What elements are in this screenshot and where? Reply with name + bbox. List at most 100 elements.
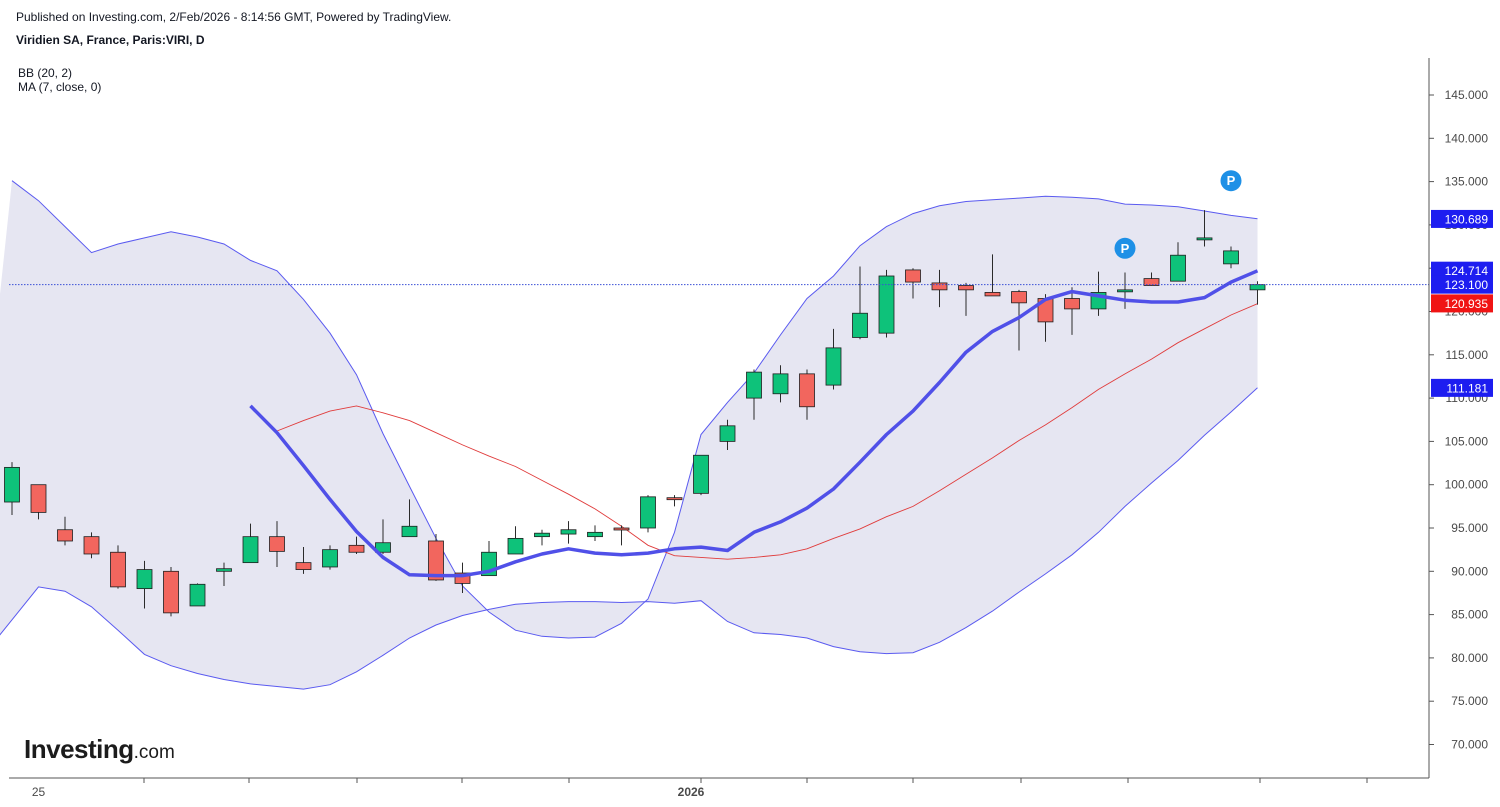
candle — [772, 365, 789, 403]
candle — [110, 545, 126, 589]
candle-body — [878, 275, 895, 334]
candle — [163, 566, 179, 617]
y-tick-label: 80.000 — [1451, 651, 1488, 665]
candle-body — [640, 496, 656, 529]
candle — [216, 562, 232, 587]
candle-body — [1196, 237, 1213, 241]
candle-body — [322, 549, 338, 568]
y-tick-label: 95.000 — [1451, 521, 1488, 535]
candle — [666, 495, 683, 507]
indicator-lines — [9, 269, 1429, 578]
price-tag-label: 124.714 — [1445, 264, 1489, 278]
candle-body — [163, 570, 179, 614]
candle — [375, 519, 391, 554]
marker-label: P — [1227, 173, 1236, 188]
candle-body — [931, 282, 948, 291]
candle — [640, 495, 656, 533]
candle-body — [507, 537, 524, 555]
candle — [1143, 272, 1160, 286]
marker-label: P — [1121, 241, 1130, 256]
marker-circle — [1114, 237, 1136, 259]
candle — [348, 536, 365, 554]
candle — [852, 266, 868, 340]
price-tag-label: 123.100 — [1445, 278, 1489, 292]
candle — [454, 562, 471, 593]
candle-body — [799, 373, 815, 408]
candle — [242, 523, 259, 564]
candle-body — [375, 542, 391, 553]
candle-body — [136, 569, 153, 590]
candles — [4, 210, 1266, 617]
candle — [295, 547, 312, 574]
candle-body — [984, 292, 1001, 297]
bollinger-lower-line — [0, 387, 1258, 690]
candle-body — [560, 529, 577, 535]
price-tag: 120.935 — [1431, 294, 1493, 313]
bollinger-upper-line — [11, 180, 1258, 639]
candle-body — [905, 269, 921, 283]
indicator-bollinger-label[interactable]: BB (20, 2) — [18, 66, 73, 80]
candle-body — [958, 285, 974, 291]
candle-body — [534, 532, 550, 538]
candle-body — [189, 583, 206, 607]
x-tick-label: 25 — [32, 785, 46, 799]
candle-body — [772, 373, 789, 395]
candle — [560, 521, 577, 544]
candle-body — [666, 497, 683, 501]
y-tick-label: 85.000 — [1451, 608, 1488, 622]
moving-average-line — [249, 269, 1259, 578]
candle-body — [110, 551, 126, 588]
price-tag-label: 120.935 — [1445, 297, 1489, 311]
candle — [4, 462, 20, 516]
candle — [136, 560, 153, 609]
event-markers: PP — [1114, 170, 1242, 259]
indicator-moving-average-label[interactable]: MA (7, close, 0) — [18, 80, 102, 94]
price-tag: 124.714 — [1431, 261, 1493, 280]
candle-body — [295, 562, 312, 570]
candle-body — [428, 540, 444, 581]
price-tag-box — [1431, 294, 1493, 313]
candle — [905, 268, 921, 299]
price-tag: 111.181 — [1431, 378, 1493, 397]
candle — [534, 529, 550, 546]
candle-body — [454, 572, 471, 584]
candle-body — [269, 536, 285, 552]
candle — [1196, 210, 1213, 247]
candle — [746, 369, 762, 420]
candle — [878, 269, 895, 338]
y-tick-label: 135.000 — [1445, 175, 1489, 189]
candle — [1011, 289, 1027, 351]
y-tick-label: 75.000 — [1451, 694, 1488, 708]
candle-body — [587, 531, 603, 538]
y-tick-label: 140.000 — [1445, 131, 1489, 145]
candle-body — [852, 312, 868, 338]
candle — [693, 454, 709, 496]
candle — [269, 521, 285, 567]
candle-body — [1011, 291, 1027, 304]
marker-p-icon: P — [1220, 170, 1242, 192]
candle-body — [719, 425, 736, 442]
candle — [1117, 272, 1133, 309]
price-tag-box — [1431, 261, 1493, 280]
price-tag-label: 130.689 — [1445, 212, 1489, 226]
price-tag: 123.100 — [1431, 275, 1493, 294]
y-tick-label: 115.000 — [1446, 348, 1489, 362]
candle — [799, 369, 815, 420]
candle — [1170, 242, 1186, 282]
y-tick-label: 90.000 — [1451, 564, 1488, 578]
candle — [83, 532, 100, 559]
candle-body — [1143, 278, 1160, 286]
candle-body — [216, 568, 232, 572]
candle — [719, 419, 736, 451]
candle — [189, 583, 206, 607]
candle-body — [1249, 284, 1266, 291]
published-caption: Published on Investing.com, 2/Feb/2026 -… — [16, 10, 452, 24]
candle — [322, 545, 338, 570]
bollinger-fill — [0, 180, 1258, 690]
candle-body — [825, 347, 842, 386]
price-tag-label: 111.181 — [1446, 381, 1488, 395]
candle-body — [348, 544, 365, 553]
candle — [931, 269, 948, 308]
